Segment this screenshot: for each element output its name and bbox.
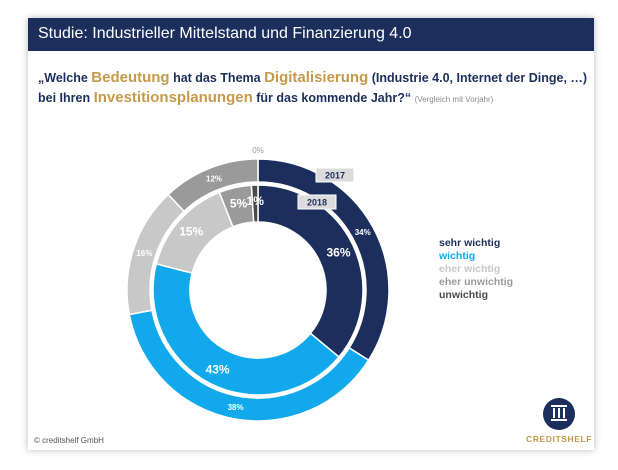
donut-slice-2018-5 — [250, 184, 259, 223]
question-text-part: (Industrie 4.0, Internet der Dinge, …) — [368, 71, 588, 85]
question-note: (Vergleich mit Vorjahr) — [414, 95, 494, 104]
year-tag-2017: 2017 — [325, 171, 345, 181]
data-label-2017-5: 0% — [252, 146, 264, 155]
year-tag-box-2018 — [297, 194, 337, 210]
donut-slice-2018-2 — [152, 262, 340, 396]
slide: Studie: Industrieller Mittelstand und Fi… — [28, 18, 594, 450]
data-label-2017-3: 16% — [136, 249, 152, 258]
data-label-2017-4: 12% — [206, 175, 222, 184]
creditshelf-logo — [543, 398, 575, 430]
question-text-part: bei Ihren — [38, 91, 94, 105]
data-label-2018-5: 1% — [247, 194, 265, 208]
data-label-2018-4: 5% — [230, 196, 248, 210]
legend-item-wichtig: wichtig — [439, 250, 476, 262]
year-tag-box-2017 — [315, 167, 355, 183]
question-highlight: Investitionsplanungen — [93, 89, 253, 106]
donut-slice-2017-4 — [167, 158, 259, 213]
legend-item-eher-wichtig: eher wichtig — [439, 263, 501, 275]
page-title: Studie: Industrieller Mittelstand und Fi… — [38, 25, 412, 42]
data-label-2017-2: 38% — [228, 403, 244, 412]
data-label-2018-3: 15% — [179, 224, 203, 238]
question-text: „Welche Bedeutung hat das Thema Digitali… — [38, 68, 588, 110]
year-tag-2018: 2018 — [307, 198, 327, 208]
data-label-2018-2: 43% — [206, 362, 230, 376]
bank-columns-icon — [551, 405, 567, 421]
donut-chart: 34% 38% 16% 12% 36% 43% 15% 5% 0% 1% 2017 2018 — [126, 146, 390, 422]
question-text-part: hat das Thema — [169, 71, 265, 85]
logo-text: CREDITSHELF — [526, 434, 593, 444]
legend-item-eher-unwichtig: eher unwichtig — [439, 276, 514, 288]
copyright: © creditshelf GmbH — [34, 436, 104, 445]
question-highlight: Digitalisierung — [264, 69, 369, 86]
legend-item-unwichtig: unwichtig — [439, 289, 488, 301]
data-label-2018-1: 36% — [327, 245, 351, 259]
title-bar: Studie: Industrieller Mittelstand und Fi… — [28, 18, 594, 51]
question-text-part: „Welche — [38, 71, 92, 85]
question-text-part: für das kommende Jahr?“ — [252, 91, 415, 105]
question-highlight: Bedeutung — [91, 69, 170, 86]
legend-item-sehr-wichtig: sehr wichtig — [439, 237, 501, 249]
data-label-2017-1: 34% — [355, 228, 371, 237]
legend: sehr wichtig wichtig eher wichtig eher u… — [439, 237, 513, 302]
